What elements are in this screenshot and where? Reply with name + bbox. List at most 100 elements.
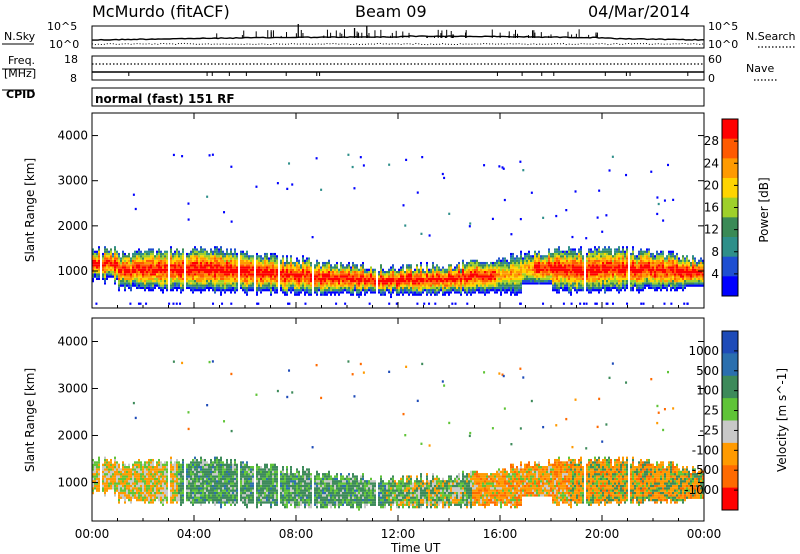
- power-cell: [578, 255, 580, 258]
- power-cell: [668, 270, 670, 274]
- power-cell: [682, 255, 684, 258]
- power-cell: [516, 259, 518, 262]
- power-cell: [268, 261, 270, 265]
- power-cell: [656, 212, 659, 216]
- power-cell: [216, 248, 218, 251]
- power-cell: [428, 302, 431, 305]
- power-cell: [352, 289, 354, 292]
- velocity-cell: [108, 487, 110, 490]
- velocity-cell: [120, 480, 122, 483]
- power-cell: [374, 270, 376, 274]
- power-cell: [166, 275, 168, 278]
- power-cell: [676, 284, 678, 287]
- power-cell: [242, 264, 244, 267]
- power-cell: [692, 282, 694, 285]
- power-cell: [448, 275, 450, 278]
- power-cell: [588, 282, 590, 285]
- power-cell: [132, 282, 134, 285]
- power-cell: [470, 291, 472, 294]
- power-cell: [690, 280, 692, 283]
- power-cell: [214, 259, 216, 262]
- power-cell: [92, 275, 94, 278]
- power-cell: [276, 257, 278, 260]
- power-cell: [114, 250, 116, 253]
- power-cell: [252, 284, 254, 287]
- power-cell: [662, 252, 664, 256]
- power-cell: [642, 282, 644, 285]
- power-cell: [210, 268, 212, 271]
- power-cell: [292, 268, 294, 271]
- power-cell: [284, 277, 286, 281]
- power-cell: [170, 270, 172, 274]
- power-cell: [352, 261, 354, 265]
- power-cell: [128, 257, 130, 260]
- power-cell: [662, 264, 664, 267]
- velocity-cell: [96, 477, 98, 481]
- power-cell: [152, 261, 154, 265]
- power-cell: [98, 277, 100, 281]
- power-cell: [570, 286, 572, 290]
- power-cell: [314, 264, 316, 267]
- power-cell: [486, 266, 488, 269]
- power-cell: [230, 277, 232, 281]
- power-cell: [176, 270, 178, 274]
- power-cell: [139, 302, 142, 305]
- velocity-cell: [96, 473, 98, 476]
- power-cell: [255, 185, 258, 188]
- power-cell: [430, 282, 432, 285]
- power-cell: [670, 259, 672, 262]
- power-cell: [326, 293, 328, 296]
- power-cell: [478, 280, 480, 283]
- power-cell: [616, 248, 618, 251]
- power-cell: [240, 282, 242, 285]
- power-cell: [252, 264, 254, 267]
- power-cell: [150, 273, 152, 276]
- power-cell: [148, 273, 150, 276]
- power-cell: [274, 264, 276, 267]
- power-cell: [512, 255, 514, 258]
- power-cell: [678, 270, 680, 274]
- power-cell: [592, 266, 594, 269]
- power-cell: [686, 280, 688, 283]
- power-cell: [316, 293, 318, 296]
- power-cell: [394, 280, 396, 283]
- power-cell: [204, 275, 206, 278]
- power-cell: [382, 268, 384, 271]
- power-cell: [368, 270, 370, 274]
- power-cell: [300, 286, 302, 290]
- power-cell: [488, 275, 490, 278]
- power-cell: [134, 259, 136, 262]
- power-cell: [606, 261, 608, 265]
- power-cell: [606, 270, 608, 274]
- power-cell: [590, 250, 592, 253]
- power-cell: [594, 248, 596, 251]
- power-cell: [380, 264, 382, 267]
- power-cell: [554, 286, 556, 290]
- power-cell: [640, 289, 642, 292]
- power-cell: [380, 280, 382, 283]
- power-cell: [250, 259, 252, 262]
- power-cell: [306, 277, 308, 281]
- power-cell: [262, 273, 264, 276]
- power-cell: [116, 268, 118, 271]
- power-cell: [396, 289, 398, 292]
- power-cell: [522, 277, 524, 281]
- power-cell: [196, 270, 198, 274]
- power-cell: [474, 264, 476, 267]
- power-cell: [552, 280, 554, 283]
- power-cell: [232, 275, 234, 278]
- power-cell: [492, 289, 494, 292]
- power-cell: [566, 284, 568, 287]
- power-cell: [600, 286, 602, 290]
- power-cell: [612, 286, 614, 290]
- power-cell: [398, 286, 400, 290]
- power-cell: [562, 273, 564, 276]
- power-cell: [178, 282, 180, 285]
- power-cell: [652, 255, 654, 258]
- power-cell: [640, 268, 642, 271]
- power-cell: [556, 291, 558, 294]
- power-cell: [602, 273, 604, 276]
- power-cell: [646, 264, 648, 267]
- power-cell: [316, 266, 318, 269]
- power-cell: [518, 286, 520, 290]
